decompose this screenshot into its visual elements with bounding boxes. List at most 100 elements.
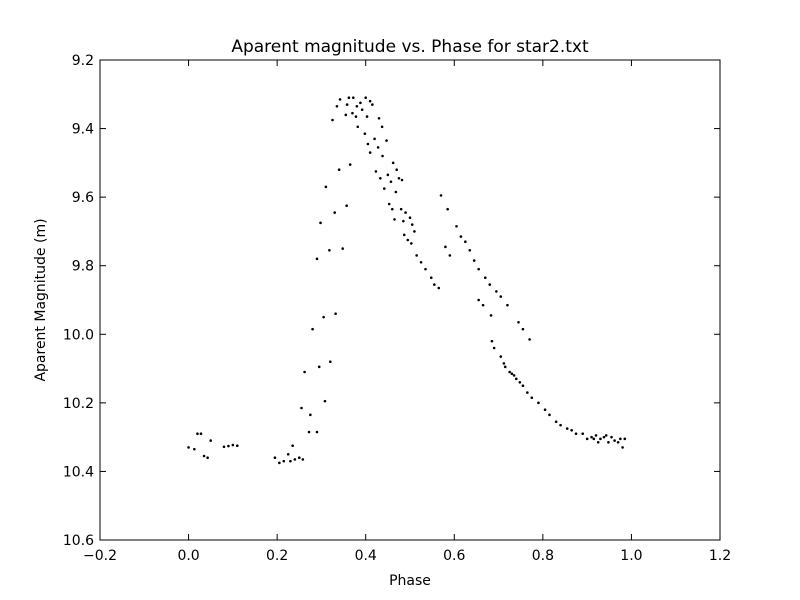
data-point	[331, 118, 334, 122]
data-point	[328, 360, 332, 364]
data-point	[344, 113, 348, 117]
data-point	[424, 267, 427, 271]
y-axis-label: Aparent Magnitude (m)	[33, 218, 49, 381]
data-point	[419, 260, 423, 264]
y-tick-label: 9.4	[72, 122, 94, 138]
data-point	[393, 218, 396, 221]
data-point	[379, 176, 382, 180]
x-tick-label: 1.0	[620, 548, 642, 564]
data-point	[286, 452, 290, 456]
data-point	[621, 446, 624, 449]
data-point	[503, 365, 507, 369]
data-point	[315, 430, 319, 434]
data-point	[364, 96, 368, 100]
data-point	[490, 339, 494, 343]
data-point	[334, 312, 337, 316]
x-tick-label: 0.4	[355, 548, 377, 564]
x-tick-label: 0.0	[177, 548, 199, 564]
data-point	[433, 283, 436, 286]
data-point	[514, 377, 518, 381]
x-tick-label: 0.8	[532, 548, 554, 564]
data-point	[193, 447, 196, 451]
data-point	[335, 104, 339, 108]
data-point	[356, 125, 360, 129]
data-point	[415, 254, 418, 257]
data-point	[537, 401, 540, 405]
data-point	[404, 211, 407, 214]
data-point	[599, 437, 602, 441]
data-point	[495, 290, 498, 293]
data-point	[602, 435, 606, 439]
data-point	[570, 428, 573, 432]
data-point	[616, 440, 620, 444]
y-tick-label: 10.6	[63, 533, 94, 549]
data-point	[508, 370, 511, 374]
data-point	[559, 423, 562, 427]
data-points	[187, 96, 627, 465]
data-point	[506, 303, 509, 307]
data-point	[324, 185, 328, 189]
data-point	[355, 104, 359, 108]
data-point	[348, 163, 352, 166]
data-point	[581, 432, 585, 436]
plot-frame	[99, 59, 721, 541]
data-point	[300, 406, 303, 410]
data-point	[209, 439, 213, 442]
data-point	[282, 459, 286, 463]
data-point	[492, 346, 496, 350]
data-point	[464, 240, 467, 244]
data-point	[585, 437, 589, 441]
data-point	[521, 384, 525, 388]
data-point	[303, 370, 306, 374]
data-point	[311, 327, 314, 331]
data-point	[374, 170, 378, 173]
data-point	[510, 372, 514, 376]
data-point	[518, 380, 522, 384]
data-point	[468, 248, 472, 252]
data-point	[187, 446, 190, 449]
data-point	[365, 115, 369, 118]
data-point	[383, 187, 386, 190]
data-point	[594, 434, 598, 437]
data-point	[206, 456, 209, 460]
data-point	[406, 238, 410, 242]
data-point	[322, 315, 325, 319]
data-point	[623, 437, 627, 441]
data-point	[360, 108, 364, 112]
data-point	[380, 125, 384, 129]
data-point	[273, 456, 277, 460]
y-tick-label: 9.2	[72, 53, 94, 69]
chart-title: Aparent magnitude vs. Phase for star2.tx…	[231, 37, 589, 57]
data-point	[444, 245, 447, 249]
data-point	[397, 176, 401, 180]
data-point	[402, 233, 406, 237]
data-point	[429, 276, 433, 280]
data-point	[548, 413, 551, 417]
data-point	[455, 224, 458, 228]
data-point	[554, 420, 558, 424]
data-point	[502, 362, 506, 365]
data-point	[512, 374, 516, 377]
data-point	[499, 355, 503, 358]
y-tick-label: 10.4	[63, 464, 94, 480]
data-point	[293, 458, 297, 461]
data-point	[352, 96, 355, 100]
data-point	[394, 190, 398, 194]
data-point	[317, 365, 321, 369]
data-point	[489, 314, 493, 317]
data-point	[521, 327, 525, 331]
data-point	[592, 437, 596, 441]
data-point	[530, 396, 534, 400]
data-point	[477, 267, 480, 271]
data-point	[347, 96, 351, 100]
data-point	[596, 440, 600, 444]
data-point	[395, 168, 399, 172]
data-point	[391, 161, 395, 165]
y-tick-label: 10.2	[63, 396, 94, 412]
data-point	[574, 432, 578, 436]
data-point	[337, 168, 341, 172]
y-tick-label: 9.8	[72, 259, 94, 275]
data-point	[301, 458, 305, 461]
data-point	[235, 444, 239, 448]
